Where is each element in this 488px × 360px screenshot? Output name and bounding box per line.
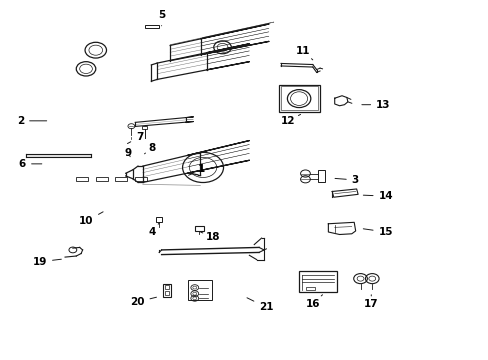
Text: 3: 3 (334, 175, 358, 185)
Text: 4: 4 (148, 223, 159, 237)
Text: 6: 6 (19, 159, 41, 169)
Text: 8: 8 (144, 143, 155, 154)
Bar (299, 271, 336, 292)
Bar (76, 177, 88, 181)
Text: 10: 10 (79, 212, 103, 226)
Bar (144, 25, 159, 28)
Bar (305, 287, 314, 291)
Bar (142, 126, 147, 129)
Bar (317, 170, 325, 182)
Bar (164, 291, 169, 296)
Text: 13: 13 (361, 100, 390, 110)
Text: 9: 9 (124, 148, 132, 158)
Bar (188, 280, 211, 300)
Bar (135, 177, 147, 181)
Bar (115, 177, 127, 181)
Text: 19: 19 (33, 257, 61, 267)
Bar (156, 217, 161, 222)
Text: 17: 17 (363, 295, 378, 309)
Text: 12: 12 (281, 114, 300, 126)
Text: 20: 20 (130, 297, 156, 307)
Text: 15: 15 (363, 227, 392, 237)
Text: 16: 16 (305, 295, 322, 309)
Text: 5: 5 (158, 10, 165, 26)
Bar (96, 177, 108, 181)
Bar (278, 85, 320, 112)
Bar (194, 226, 203, 231)
Text: 14: 14 (363, 191, 392, 201)
Bar (281, 86, 317, 111)
Bar (162, 284, 171, 297)
Text: 1: 1 (188, 164, 205, 175)
Text: 21: 21 (246, 298, 273, 312)
Text: 11: 11 (295, 46, 312, 60)
Text: 18: 18 (200, 232, 220, 242)
Bar (164, 285, 169, 289)
Text: 7: 7 (127, 132, 143, 144)
Text: 2: 2 (17, 116, 46, 126)
